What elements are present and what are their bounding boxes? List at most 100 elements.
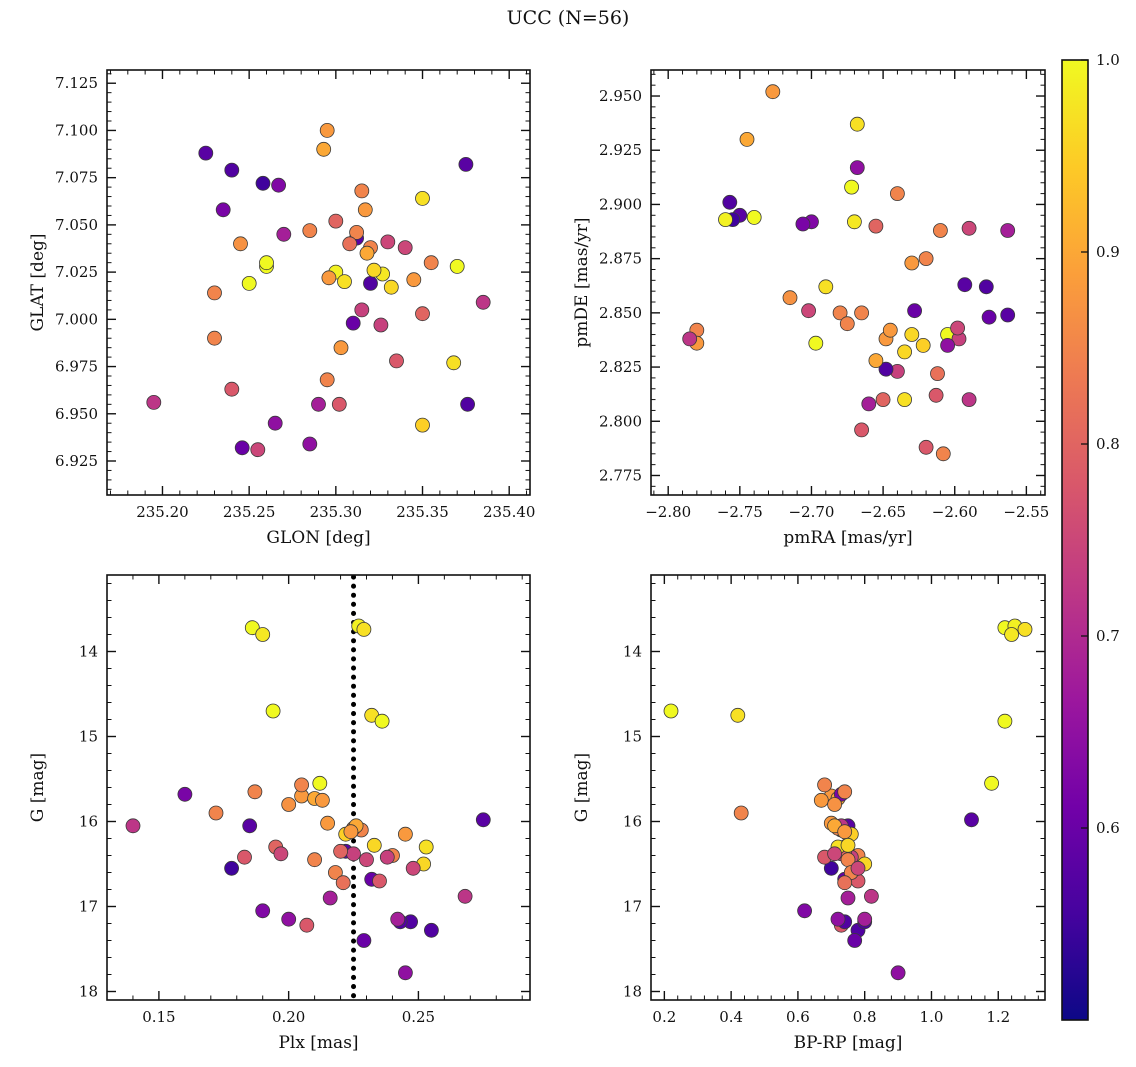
scatter-point: [839, 316, 855, 332]
scatter-point: [475, 294, 491, 310]
x-tick-label: 0.15: [142, 1008, 175, 1026]
scatter-point: [857, 911, 873, 927]
scatter-point: [817, 777, 832, 793]
scatter-point: [281, 797, 297, 812]
scatter-point: [379, 849, 395, 865]
x-tick-label: 235.25: [223, 503, 276, 521]
scatter-point: [331, 396, 347, 412]
scatter-point: [241, 275, 257, 291]
scatter-point: [460, 396, 476, 412]
x-tick-label: 235.20: [136, 503, 189, 521]
scatter-point: [374, 713, 390, 729]
x-axis-label: Plx [mas]: [278, 1033, 358, 1053]
y-tick-label: 2.800: [599, 412, 642, 430]
x-tick-label: 0.25: [402, 1008, 435, 1026]
scatter-point: [366, 262, 382, 278]
scatter-point: [981, 309, 997, 325]
scatter-point: [312, 775, 328, 791]
scatter-point: [319, 372, 335, 388]
scatter-point: [918, 439, 934, 455]
colorbar-gradient: [1062, 60, 1088, 1020]
scatter-point: [844, 179, 859, 195]
panel-pm: −2.80 −2.75 −2.70 −2.65 −2.60 −2.55 2.775 2.800…: [572, 69, 1049, 548]
scatter-point: [207, 285, 222, 301]
scatter-point: [224, 860, 240, 876]
scatter-point: [415, 190, 430, 206]
y-tick-label: 7.000: [55, 310, 98, 328]
scatter-point: [964, 812, 979, 828]
scatter-point: [354, 302, 370, 318]
y-tick-label: 6.950: [55, 405, 98, 423]
chart-title: UCC (N=56): [506, 7, 630, 29]
scatter-point: [356, 622, 372, 637]
y-tick-label: 7.025: [55, 263, 98, 281]
scatter-point: [733, 805, 749, 821]
scatter-point: [271, 177, 287, 193]
scatter-point: [359, 852, 374, 868]
scatter-point: [818, 279, 834, 295]
scatter-point: [337, 274, 352, 290]
scatter-point: [765, 84, 781, 100]
scatter-point: [359, 245, 375, 261]
scatter-point: [237, 849, 252, 865]
scatter-point: [320, 815, 336, 831]
colorbar-tick-label: 0.6: [1096, 819, 1120, 837]
scatter-point: [868, 353, 884, 369]
scatter-point: [233, 236, 248, 252]
scatter-point: [904, 255, 920, 271]
scatter-point: [837, 875, 853, 891]
scatter-point: [446, 355, 462, 371]
scatter-point: [808, 335, 824, 351]
x-tick-label: −2.75: [717, 503, 763, 521]
scatter-point: [265, 703, 281, 719]
scatter-point: [837, 824, 853, 840]
x-tick-label: −2.55: [1003, 503, 1049, 521]
scatter-point: [250, 442, 266, 458]
y-tick-label: 7.075: [55, 169, 98, 187]
x-tick-label: −2.60: [932, 503, 978, 521]
scatter-point: [978, 279, 994, 295]
scatter-point: [321, 270, 337, 286]
x-tick-label: 0.8: [853, 1008, 877, 1026]
scatter-point: [830, 911, 846, 927]
scatter-point: [247, 784, 263, 800]
scatter-point: [198, 145, 214, 161]
y-tick-label: 18: [623, 983, 642, 1001]
scatter-point: [125, 818, 141, 834]
scatter-point: [849, 116, 865, 132]
scatter-point: [915, 337, 931, 353]
scatter-point: [357, 202, 373, 218]
panel-frame: [650, 574, 1046, 1001]
x-tick-label: 0.6: [786, 1008, 810, 1026]
scatter-point: [730, 707, 746, 723]
scatter-point: [940, 337, 955, 353]
scatter-point: [832, 305, 848, 321]
y-tick-label: 15: [79, 728, 98, 746]
y-tick-label: 16: [79, 813, 98, 831]
scatter-point: [311, 396, 326, 412]
scatter-point: [244, 620, 260, 636]
x-axis-label: BP-RP [mag]: [794, 1033, 903, 1053]
x-tick-label: 235.35: [396, 503, 449, 521]
panel-glon-glat: 235.20 235.25 235.30 235.35 235.40 6.925 6.950…: [28, 69, 535, 548]
scatter-points-pm: [682, 84, 1016, 462]
scatter-point: [961, 220, 977, 236]
y-tick-label: 17: [79, 898, 98, 916]
y-tick-label: 2.825: [599, 358, 642, 376]
y-axis-label: G [mag]: [572, 753, 592, 822]
y-axis-label: GLAT [deg]: [28, 233, 48, 331]
scatter-point: [847, 214, 862, 230]
scatter-point: [961, 392, 977, 408]
scatter-point: [234, 440, 250, 456]
scatter-point: [397, 240, 413, 256]
scatter-point: [372, 873, 387, 889]
scatter-point: [423, 255, 439, 271]
scatter-point: [397, 826, 413, 842]
scatter-point: [840, 837, 856, 853]
scatter-point: [215, 202, 231, 218]
panel-frame: [106, 69, 531, 496]
scatter-point: [718, 212, 733, 228]
colorbar-tick-label: 1.0: [1096, 51, 1120, 69]
scatter-point: [682, 331, 698, 347]
